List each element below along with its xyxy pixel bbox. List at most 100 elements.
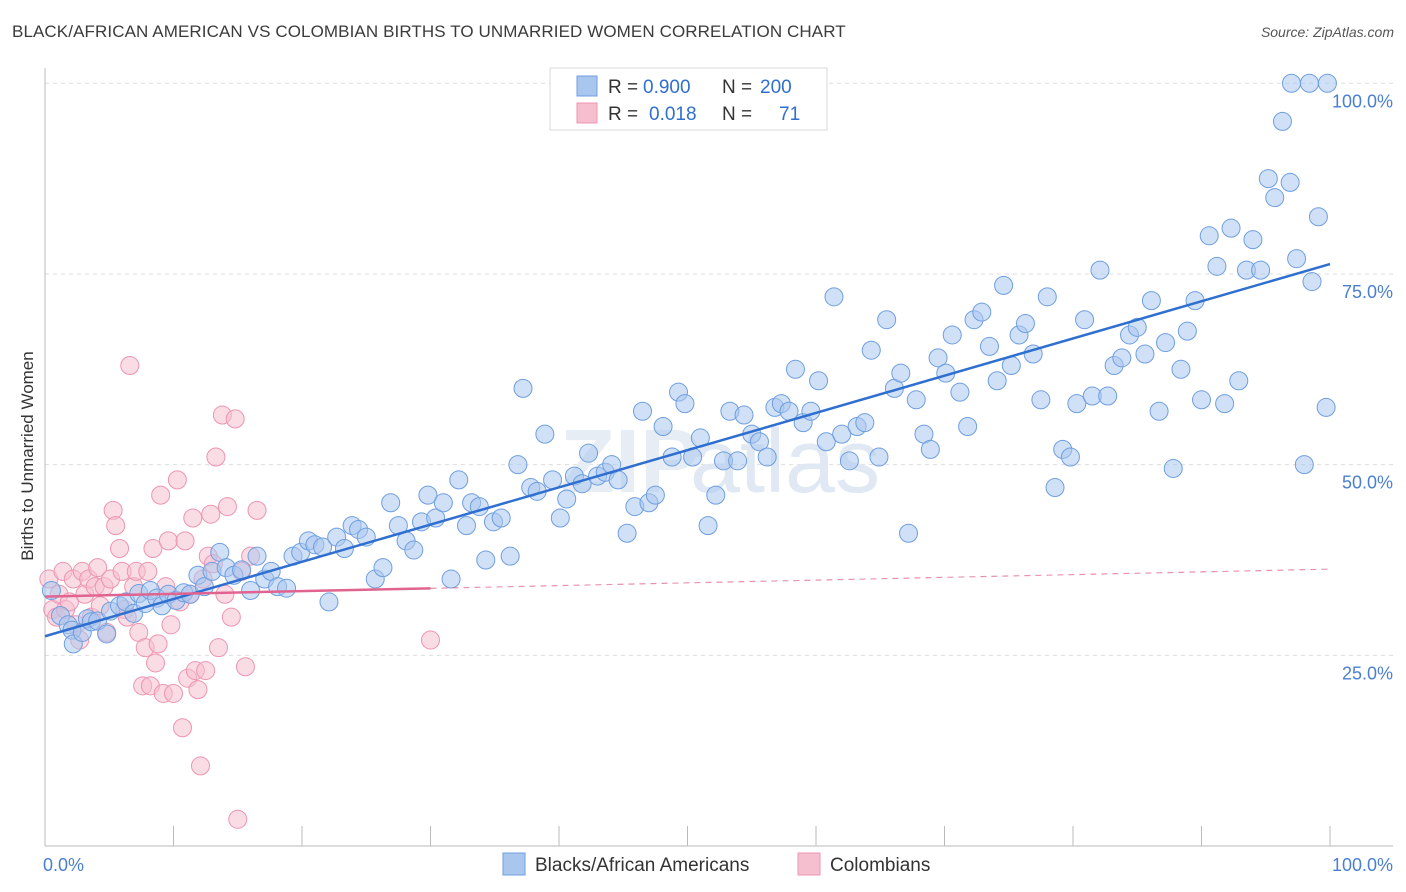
blacks-point [1031,390,1051,410]
blacks-point [1192,390,1211,410]
blacks-point [97,624,117,644]
blacks-point [1215,394,1235,414]
blacks-point [1243,230,1263,250]
source-label: Source: ZipAtlas.com [1260,24,1394,40]
blacks-point [734,405,754,425]
blacks-trend-line [44,262,1331,638]
blacks-point [1067,394,1087,414]
blacks-point [869,447,889,467]
blacks-point [1037,287,1057,307]
x-tick-label-max: 100.0% [1332,855,1393,875]
colombians-point [110,539,130,559]
blacks-point [247,546,267,566]
blacks-point [441,569,461,589]
colombians-trend-line [44,587,431,598]
blacks-point [950,382,970,402]
x-tick-label-min: 0.0% [43,855,84,875]
blacks-point [824,287,844,307]
blacks-point [579,443,599,463]
colombians-point [164,683,183,703]
colombians-point [206,447,226,467]
colombians-point [221,607,241,627]
blacks-point [381,493,401,513]
blacks-point [319,592,339,612]
blacks-point [942,325,962,345]
blacks-point [675,394,695,414]
colombians-trend-line-extension [430,568,1331,589]
blacks-point [1156,333,1176,353]
blacks-point [928,348,948,368]
colombians-point [201,504,221,524]
blacks-point [1299,73,1319,93]
colombians-point [148,634,168,654]
colombians-point [172,718,192,738]
blacks-point [608,470,628,490]
blacks-point [633,401,653,421]
blacks-point [653,416,673,436]
legend-bottom-blue-swatch [502,852,526,876]
colombians-point [217,497,237,517]
blacks-point [861,340,881,360]
blacks-point [855,413,875,433]
blacks-point [508,455,528,475]
blacks-point [832,424,852,444]
blacks-point [706,485,726,505]
blacks-point [513,378,533,398]
blacks-point [491,508,511,528]
colombians-point [161,615,181,635]
blacks-point [1075,310,1095,330]
blacks-point [1098,386,1118,406]
blacks-point [757,447,777,467]
colombians-point [175,531,195,551]
legend-n-label-blue: N = [722,77,752,98]
blacks-point [535,424,555,444]
blacks-point [277,578,297,598]
blacks-point [476,550,496,570]
blacks-point [1294,455,1314,475]
legend-top: R = 0.900 N = 200 R = 0.018 N = 71 [549,67,828,131]
blacks-point [617,523,637,543]
colombians-point [146,653,166,673]
blacks-point [906,390,926,410]
blacks-point [1316,397,1336,417]
blacks-point [1302,272,1322,292]
blacks-point [1199,226,1219,246]
blacks-point [418,485,438,505]
colombians-point [151,485,171,505]
colombians-point [143,539,163,559]
blacks-point [373,558,393,578]
y-tick-label-100: 100.0% [1332,91,1393,111]
blacks-point [839,451,859,471]
legend-bottom: Blacks/African Americans Colombians [502,852,930,876]
colombians-point [59,592,79,612]
colombians-point [225,409,245,429]
blacks-point [1272,111,1292,131]
blacks-point [1229,371,1249,391]
legend-n-value-blue: 200 [760,77,792,98]
blacks-point [1045,478,1065,498]
blacks-point [500,546,520,566]
legend-blue-swatch [576,75,598,97]
y-tick-label-25: 25.0% [1342,663,1393,683]
legend-bottom-pink-label: Colombians [830,855,930,876]
blacks-point [241,580,261,600]
blacks-point [550,508,570,528]
blacks-point [557,489,577,509]
blacks-point [645,485,665,505]
blacks-point [1317,73,1337,93]
blacks-point [728,451,748,471]
blacks-point [404,540,424,560]
blacks-point [1281,73,1301,93]
colombians-point [247,500,267,520]
colombians-point [235,657,255,677]
blacks-point [1163,458,1183,478]
colombians-point [421,630,440,650]
blacks-point [994,275,1014,295]
chart-title: BLACK/AFRICAN AMERICAN VS COLOMBIAN BIRT… [12,22,846,41]
colombians-point [208,638,228,658]
blacks-point [958,416,978,436]
blacks-point [1221,218,1241,238]
blacks-point [1090,260,1110,280]
blacks-point [1251,260,1271,280]
